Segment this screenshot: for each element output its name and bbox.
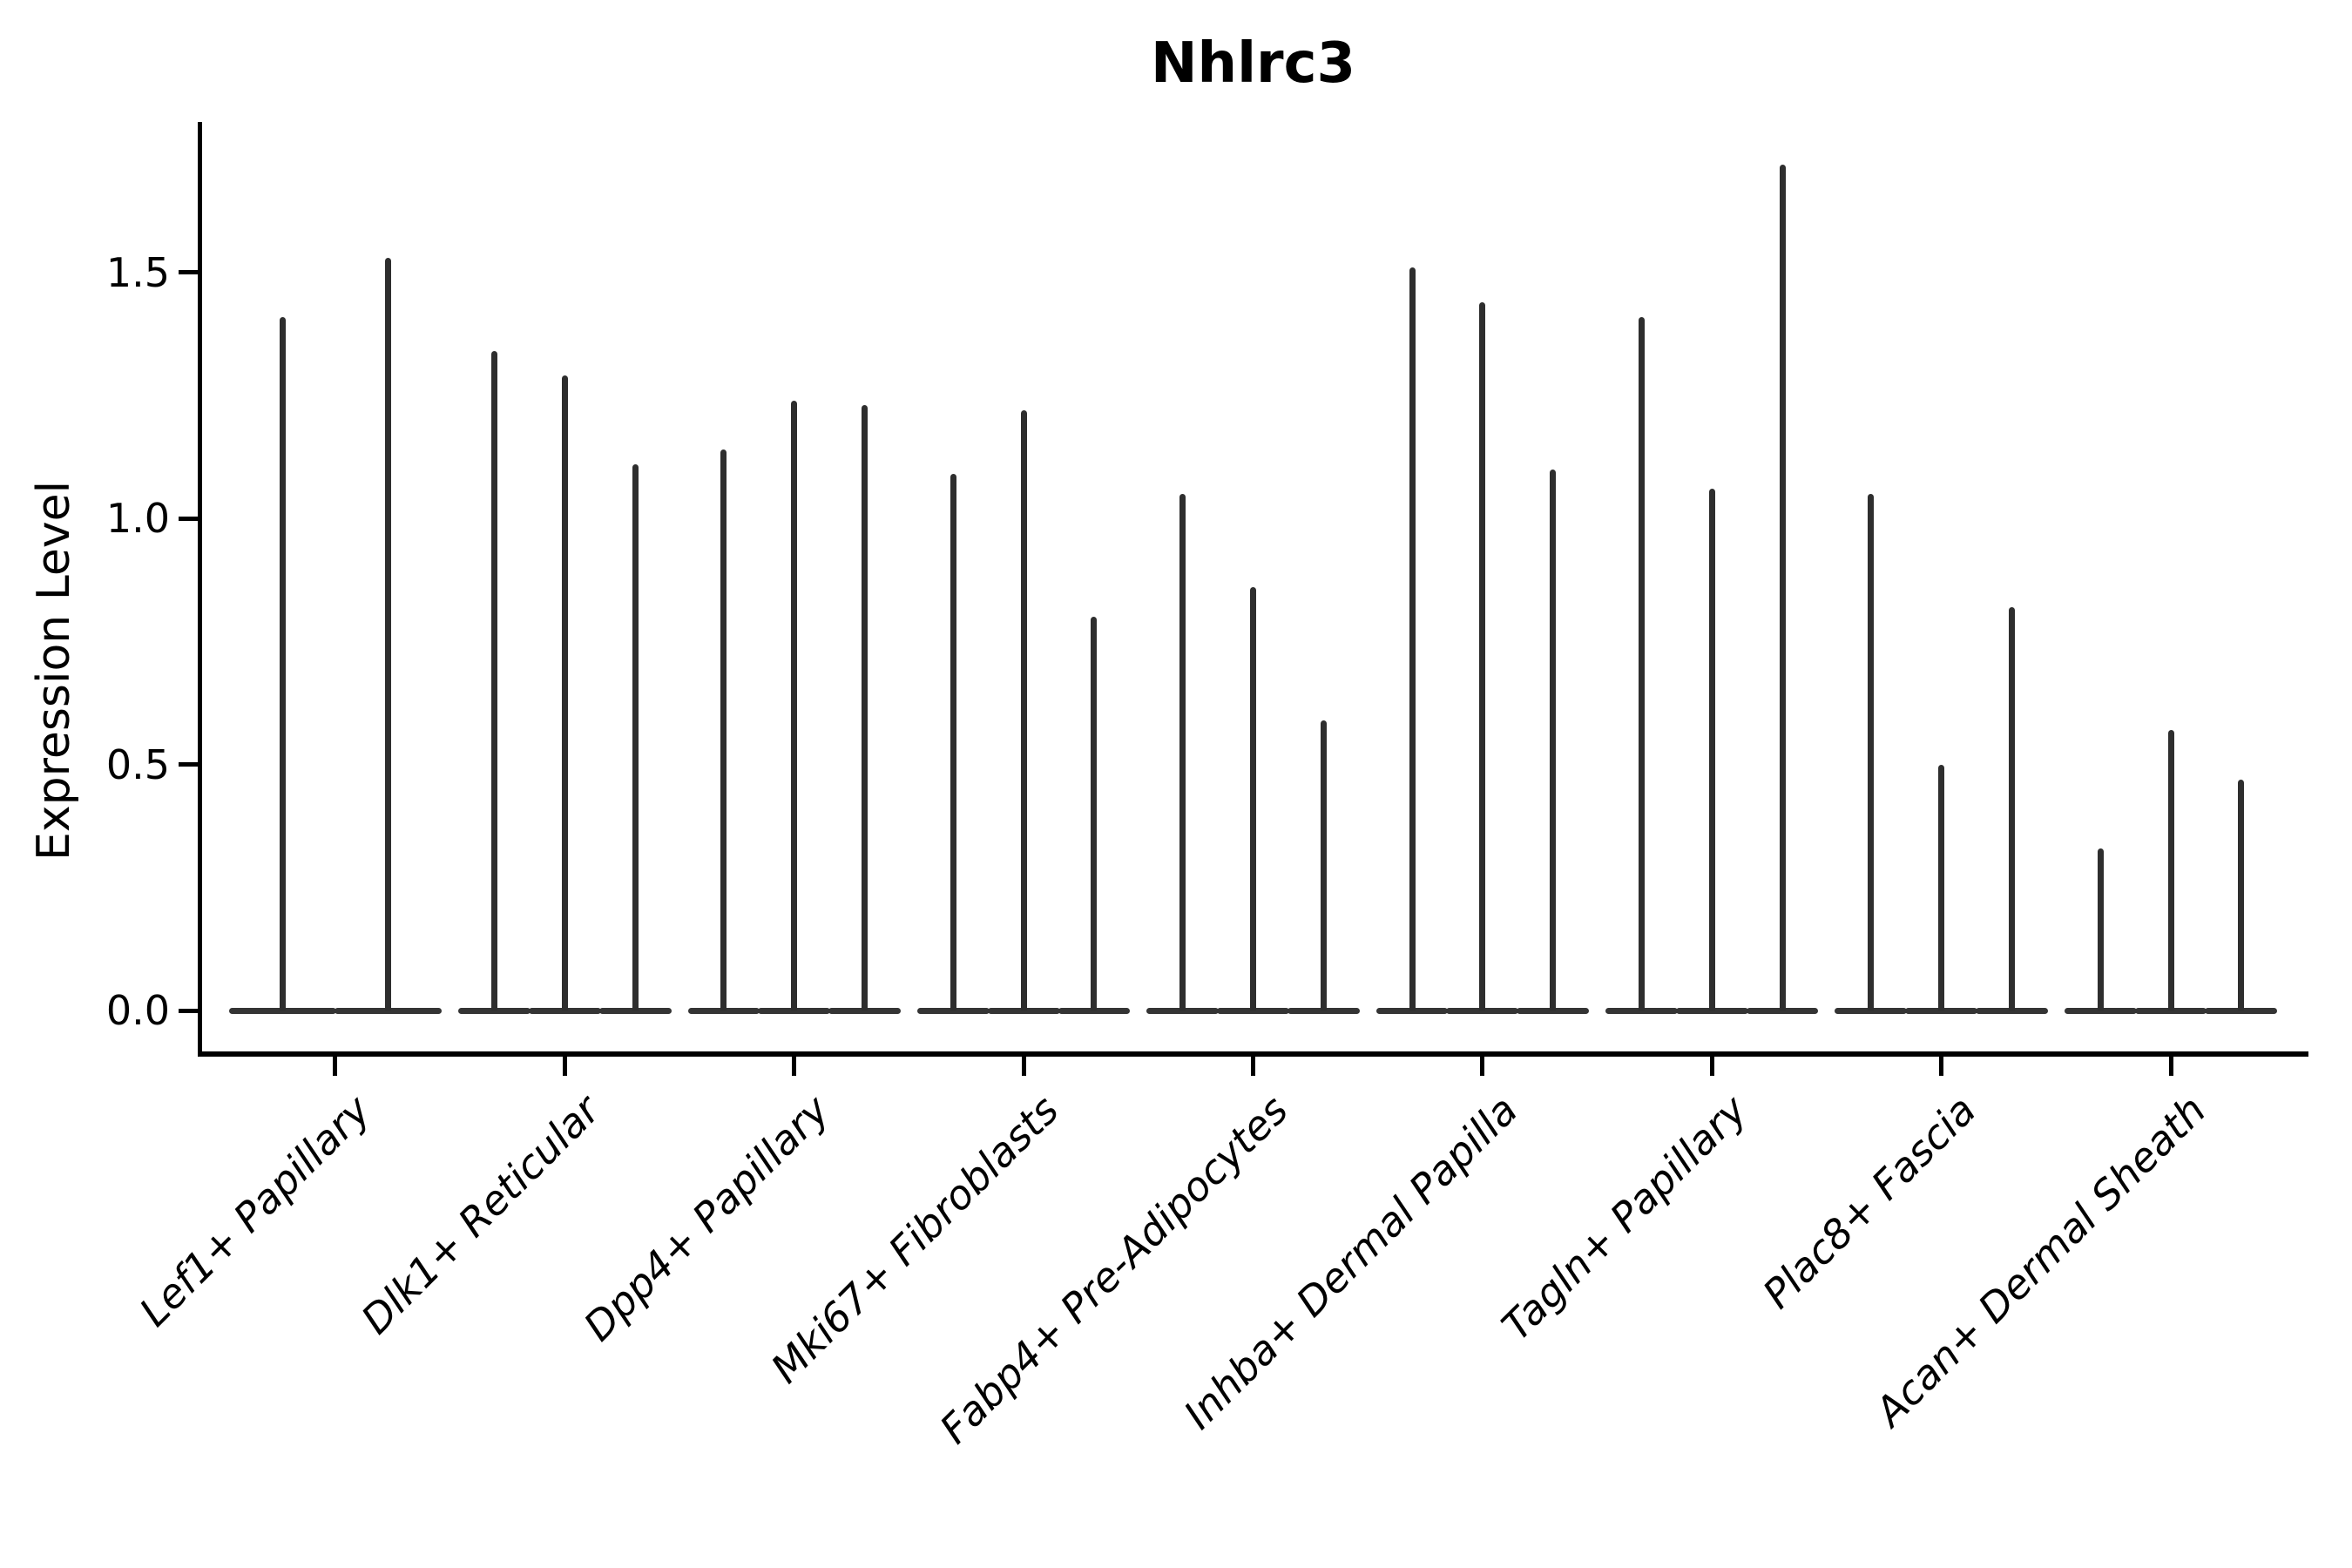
x-tick-label: Plac8+ Fascia [1754,1086,1985,1318]
x-axis-spine [198,1051,2308,1057]
violin-spike [1638,316,1645,1010]
violin-body [1517,1007,1590,1014]
violin-body [916,1007,990,1014]
y-tick-label: 0.0 [105,987,170,1034]
x-tick-mark [1251,1057,1255,1076]
x-tick-label: Dpp4+ Papillary [574,1086,838,1350]
y-tick-mark [179,762,198,767]
x-tick-label: Dlk1+ Reticular [351,1086,609,1343]
chart-title: Nhlrc3 [1150,31,1356,96]
x-tick-mark [1021,1057,1026,1076]
violin-body [1905,1007,1977,1014]
x-tick-mark [562,1057,567,1076]
violin-body [2064,1007,2137,1014]
violin-spike [1091,617,1098,1010]
violin-spike [791,400,798,1010]
violin-body [1605,1007,1678,1014]
violin-spike [1550,469,1557,1010]
violin-body [1446,1007,1519,1014]
violin-spike [1250,587,1256,1010]
violin-spike [1938,764,1945,1010]
violin-body [2205,1007,2278,1014]
violin-spike [2167,730,2174,1010]
violin-body [1976,1007,2048,1014]
x-tick-label: Tagln+ Papillary [1492,1086,1756,1350]
x-tick-mark [333,1057,338,1076]
violin-spike [632,464,639,1010]
violin-spike [1708,489,1715,1010]
violin-spike [950,474,956,1010]
violin-body [1375,1007,1449,1014]
violin-body [1217,1007,1289,1014]
x-tick-mark [2168,1057,2173,1076]
violin-body [1675,1007,1748,1014]
violin-spike [2097,848,2104,1010]
y-tick-label: 1.0 [105,495,170,543]
violin-body [458,1007,531,1014]
violin-spike [2008,606,2015,1010]
violin-spike [385,257,392,1010]
violin-body [687,1007,760,1014]
y-tick-mark [179,270,198,275]
x-tick-mark [1480,1057,1485,1076]
violin-body [2134,1007,2207,1014]
violin-body [528,1007,601,1014]
violin-spike [2238,779,2245,1010]
violin-spike [491,351,498,1010]
x-tick-mark [792,1057,797,1076]
y-tick-label: 1.5 [105,248,170,296]
y-tick-mark [179,1008,198,1013]
y-axis-spine [198,122,202,1057]
violin-spike [1320,720,1327,1010]
violin-spike [1779,164,1786,1010]
violin-spike [720,449,727,1010]
violin-spike [862,405,868,1010]
violin-body [228,1007,336,1014]
violin-spike [561,375,568,1010]
x-tick-mark [1939,1057,1944,1076]
violin-spike [1409,267,1416,1010]
y-tick-label: 0.5 [105,740,170,788]
violin-body [1746,1007,1819,1014]
violin-spike [1868,493,1875,1010]
violin-body [1058,1007,1131,1014]
violin-body [1146,1007,1220,1014]
violin-spike [1020,409,1027,1010]
violin-spike [1179,493,1186,1010]
x-tick-mark [1709,1057,1714,1076]
violin-body [758,1007,831,1014]
violin-spike [1479,301,1486,1010]
violin-body [598,1007,672,1014]
violin-body [1287,1007,1360,1014]
x-tick-label: Lef1+ Papillary [130,1086,380,1335]
violin-body [1835,1007,1908,1014]
violin-body [334,1007,443,1014]
violin-body [828,1007,901,1014]
violin-spike [279,316,286,1010]
y-tick-mark [179,516,198,521]
violin-body [987,1007,1060,1014]
